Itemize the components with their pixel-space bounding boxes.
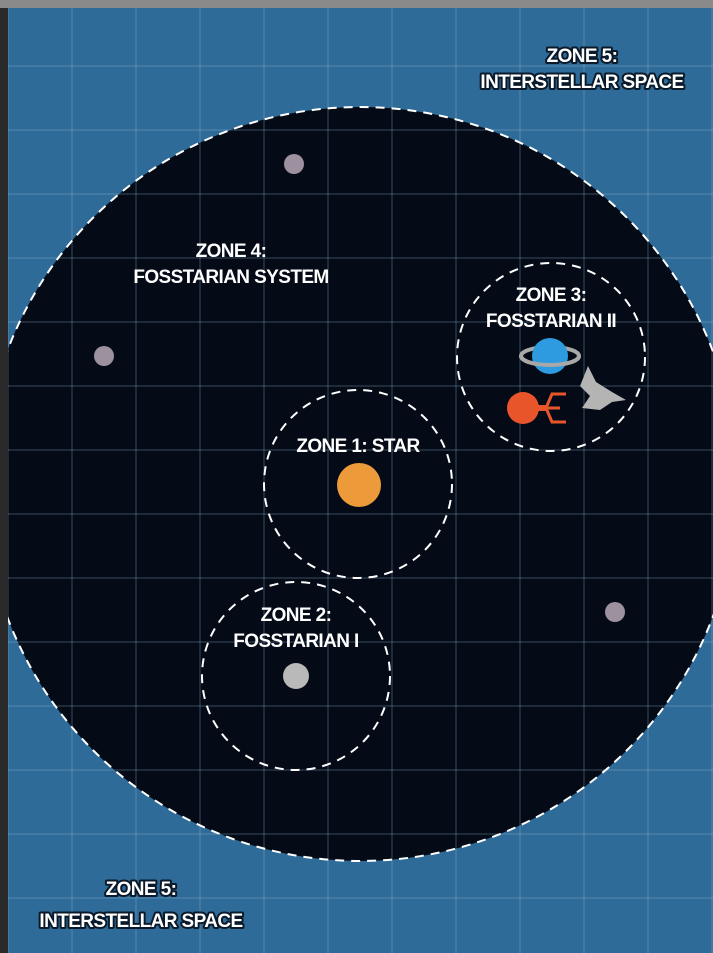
zone-label: FOSSTARIAN II	[486, 311, 616, 332]
zone-label: ZONE 1: STAR	[296, 436, 420, 457]
zone-label: FOSSTARIAN I	[233, 631, 359, 652]
zone-label: FOSSTARIAN SYSTEM	[133, 267, 328, 288]
zone-label: INTERSTELLAR SPACE	[480, 72, 683, 93]
star	[337, 463, 381, 507]
zone-label: ZONE 2:	[261, 605, 332, 626]
zone-label: ZONE 5:	[547, 46, 618, 67]
zone-label: ZONE 3:	[516, 285, 587, 306]
planet-fosstarian-i	[283, 663, 309, 689]
zone-label: ZONE 5:	[106, 879, 177, 900]
zone-3-boundary	[456, 262, 646, 452]
moon	[94, 346, 114, 366]
planet-fosstarian-ii	[519, 338, 581, 374]
grey-ship	[580, 366, 626, 410]
moon	[284, 154, 304, 174]
red-ship	[507, 392, 566, 424]
zone-label: ZONE 4:	[196, 241, 267, 262]
zone-1-boundary	[263, 389, 453, 579]
top-border	[0, 0, 713, 8]
zone-2-boundary	[201, 581, 391, 771]
zone-label: INTERSTELLAR SPACE	[39, 911, 242, 932]
moon	[605, 602, 625, 622]
